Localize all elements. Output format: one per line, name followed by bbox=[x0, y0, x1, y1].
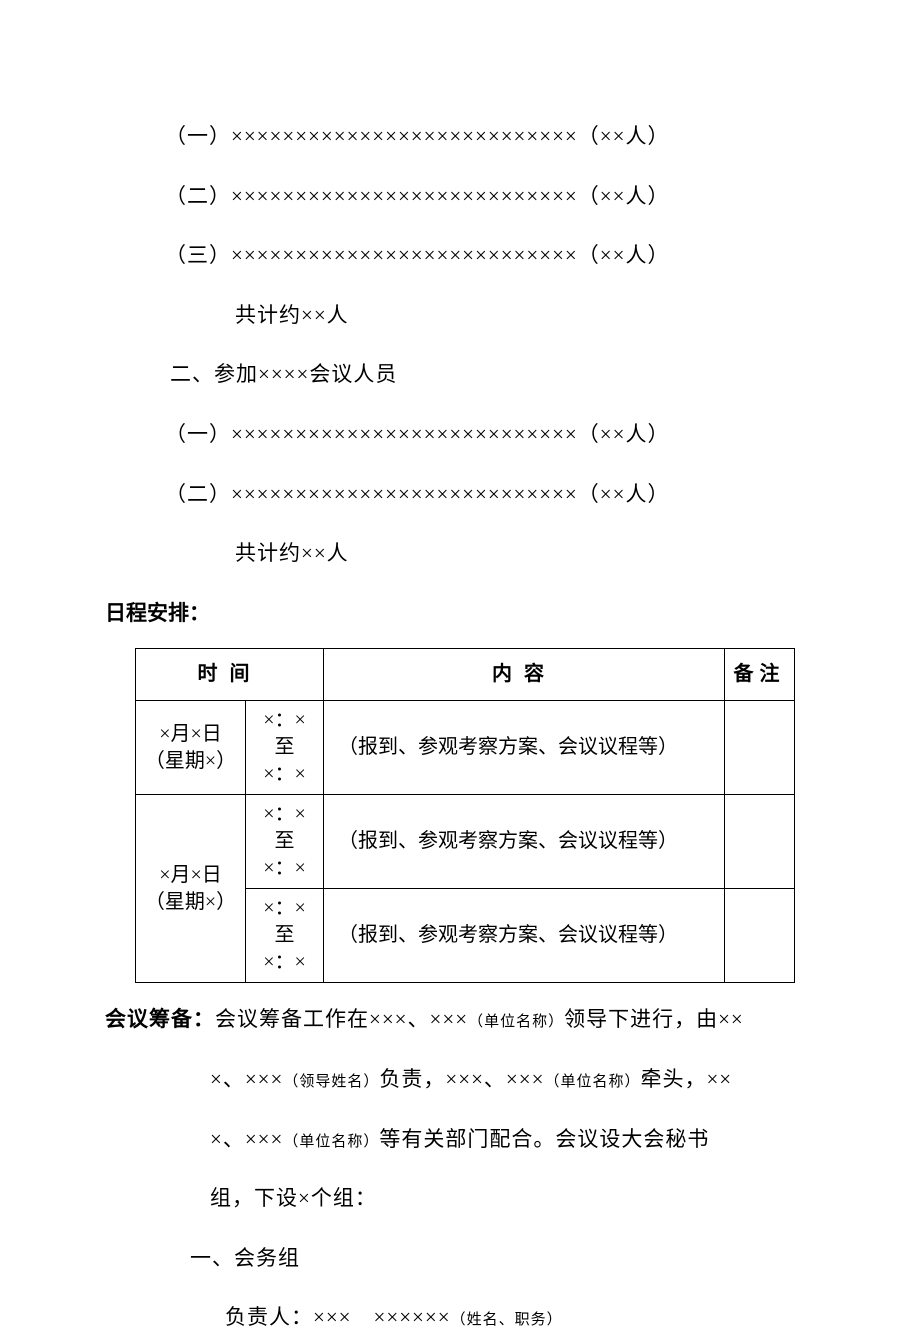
prep-text-2b: 负责，×××、××× bbox=[379, 1067, 544, 1091]
prep-text-3a: ×、××× bbox=[210, 1127, 283, 1151]
prep-text-1a: 会议筹备工作在×××、××× bbox=[215, 1007, 468, 1031]
list1-total: 共计约××人 bbox=[105, 299, 815, 333]
prep-label: 会议筹备： bbox=[105, 1007, 215, 1031]
preparation-section: 会议筹备：会议筹备工作在×××、×××（单位名称）领导下进行，由×× ×、×××… bbox=[105, 1003, 815, 1335]
schedule-section: 日程安排： 时间 内容 备注 ×月×日（星期×） ×：×至×：× （报到、参观考… bbox=[105, 597, 815, 984]
header-content: 内容 bbox=[324, 649, 725, 701]
schedule-label: 日程安排： bbox=[105, 601, 210, 625]
prep-note-2a: （领导姓名） bbox=[283, 1074, 379, 1090]
responsible-line: 负责人：××× ××××××（姓名、职务） bbox=[105, 1301, 815, 1335]
header-time: 时间 bbox=[136, 649, 324, 701]
schedule-table: 时间 内容 备注 ×月×日（星期×） ×：×至×：× （报到、参观考察方案、会议… bbox=[135, 648, 795, 983]
responsible-note: （姓名、职务） bbox=[451, 1312, 563, 1328]
cell-date-1: ×月×日（星期×） bbox=[136, 701, 246, 795]
cell-time-1: ×：×至×：× bbox=[246, 701, 324, 795]
header-note: 备注 bbox=[725, 649, 795, 701]
list1-item-1: （一）×××××××××××××××××××××××××××（××人） bbox=[105, 120, 815, 154]
cell-time-2a: ×：×至×：× bbox=[246, 795, 324, 889]
cell-content-2b: （报到、参观考察方案、会议议程等） bbox=[324, 889, 725, 983]
prep-line-1: 会议筹备：会议筹备工作在×××、×××（单位名称）领导下进行，由×× bbox=[105, 1003, 815, 1037]
prep-text-2a: ×、××× bbox=[210, 1067, 283, 1091]
table-header-row: 时间 内容 备注 bbox=[136, 649, 795, 701]
list2-item-2: （二）×××××××××××××××××××××××××××（××人） bbox=[105, 478, 815, 512]
list1-item-2: （二）×××××××××××××××××××××××××××（××人） bbox=[105, 180, 815, 214]
cell-note-1 bbox=[725, 701, 795, 795]
prep-note-1: （单位名称） bbox=[468, 1014, 564, 1030]
cell-time-2b: ×：×至×：× bbox=[246, 889, 324, 983]
attendee-list-2: （一）×××××××××××××××××××××××××××（××人） （二）×… bbox=[105, 418, 815, 571]
cell-content-1: （报到、参观考察方案、会议议程等） bbox=[324, 701, 725, 795]
cell-content-2a: （报到、参观考察方案、会议议程等） bbox=[324, 795, 725, 889]
table-row: ×月×日（星期×） ×：×至×：× （报到、参观考察方案、会议议程等） bbox=[136, 795, 795, 889]
table-row: ×月×日（星期×） ×：×至×：× （报到、参观考察方案、会议议程等） bbox=[136, 701, 795, 795]
attendee-list-1: （一）×××××××××××××××××××××××××××（××人） （二）×… bbox=[105, 120, 815, 332]
responsible-label: 负责人：××× ×××××× bbox=[225, 1305, 451, 1329]
list2-total: 共计约××人 bbox=[105, 537, 815, 571]
prep-note-3: （单位名称） bbox=[283, 1134, 379, 1150]
prep-line-3: ×、×××（单位名称）等有关部门配合。会议设大会秘书 bbox=[105, 1123, 815, 1157]
cell-note-2b bbox=[725, 889, 795, 983]
section-2-heading: 二、参加××××会议人员 bbox=[105, 358, 815, 392]
prep-text-3b: 等有关部门配合。会议设大会秘书 bbox=[379, 1127, 709, 1151]
group-heading-1: 一、会务组 bbox=[105, 1242, 815, 1276]
prep-text-2c: 牵头，×× bbox=[640, 1067, 732, 1091]
prep-line-4: 组，下设×个组： bbox=[105, 1182, 815, 1216]
cell-note-2a bbox=[725, 795, 795, 889]
list2-item-1: （一）×××××××××××××××××××××××××××（××人） bbox=[105, 418, 815, 452]
cell-date-2: ×月×日（星期×） bbox=[136, 795, 246, 983]
prep-note-2b: （单位名称） bbox=[544, 1074, 640, 1090]
list1-item-3: （三）×××××××××××××××××××××××××××（××人） bbox=[105, 239, 815, 273]
prep-line-2: ×、×××（领导姓名）负责，×××、×××（单位名称）牵头，×× bbox=[105, 1063, 815, 1097]
prep-text-1b: 领导下进行，由×× bbox=[564, 1007, 744, 1031]
